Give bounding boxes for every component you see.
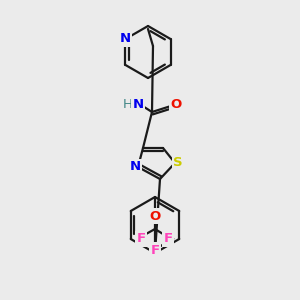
Text: F: F: [136, 232, 146, 245]
Text: F: F: [164, 232, 172, 245]
Text: H: H: [123, 98, 133, 110]
Text: N: N: [120, 32, 131, 46]
Text: O: O: [170, 98, 182, 110]
Text: N: N: [132, 98, 144, 110]
Text: N: N: [129, 160, 141, 173]
Text: O: O: [149, 209, 161, 223]
Text: F: F: [150, 244, 160, 256]
Text: S: S: [173, 157, 183, 169]
